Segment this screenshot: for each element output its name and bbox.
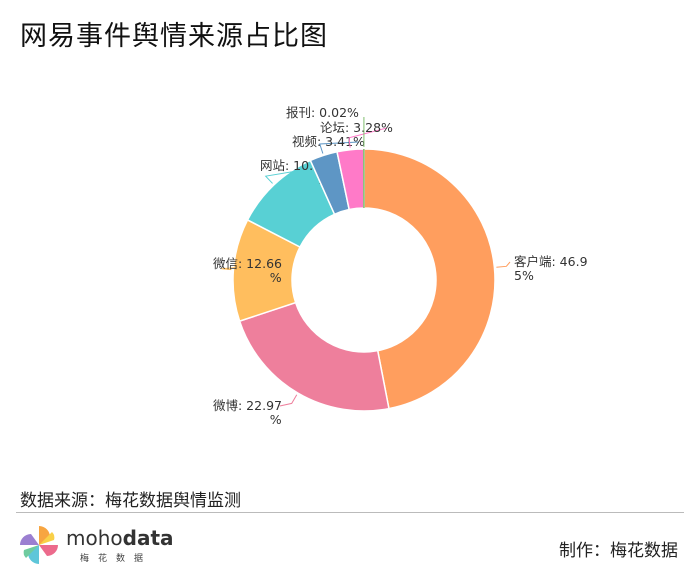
- slice-label-2-line-1: 微博: 22.97: [213, 398, 282, 413]
- logo-subtitle: 梅花数据: [80, 554, 153, 564]
- slice-label-3-line-1: 微信: 12.66: [213, 256, 282, 271]
- mohodata-logo: mohodata 梅花数据: [18, 522, 174, 566]
- slice-label-1-line-1: 客户端: 46.9: [514, 254, 588, 269]
- slice-label-3-line-2: %: [270, 270, 282, 285]
- pinwheel-logo-icon: [20, 526, 58, 564]
- slice-label-7-line-1: 报刊: 0.02%: [286, 105, 359, 120]
- logo-wordmark: mohodata: [66, 526, 174, 550]
- leader-line-3: [221, 263, 280, 271]
- leader-line-4: [264, 165, 327, 184]
- leader-line-6: [348, 127, 387, 148]
- leader-line-2: [279, 394, 298, 407]
- slice-label-6-line-1: 论坛: 3.28%: [320, 120, 393, 135]
- slice-label-5-line-1: 视频: 3.41%: [292, 134, 365, 149]
- slice-label-1-line-2: 5%: [514, 268, 534, 283]
- slice-label-2-line-2: %: [270, 412, 282, 427]
- footer-divider: [16, 512, 684, 513]
- maker-credit: 制作：梅花数据: [559, 541, 678, 561]
- leader-line-1: [496, 261, 511, 268]
- leader-line-5: [319, 141, 359, 154]
- chart-title: 网易事件舆情来源占比图: [20, 21, 328, 52]
- slice-2[interactable]: [238, 301, 390, 412]
- slice-1[interactable]: [363, 148, 496, 410]
- data-source-note: 数据来源：梅花数据舆情监测: [20, 491, 241, 511]
